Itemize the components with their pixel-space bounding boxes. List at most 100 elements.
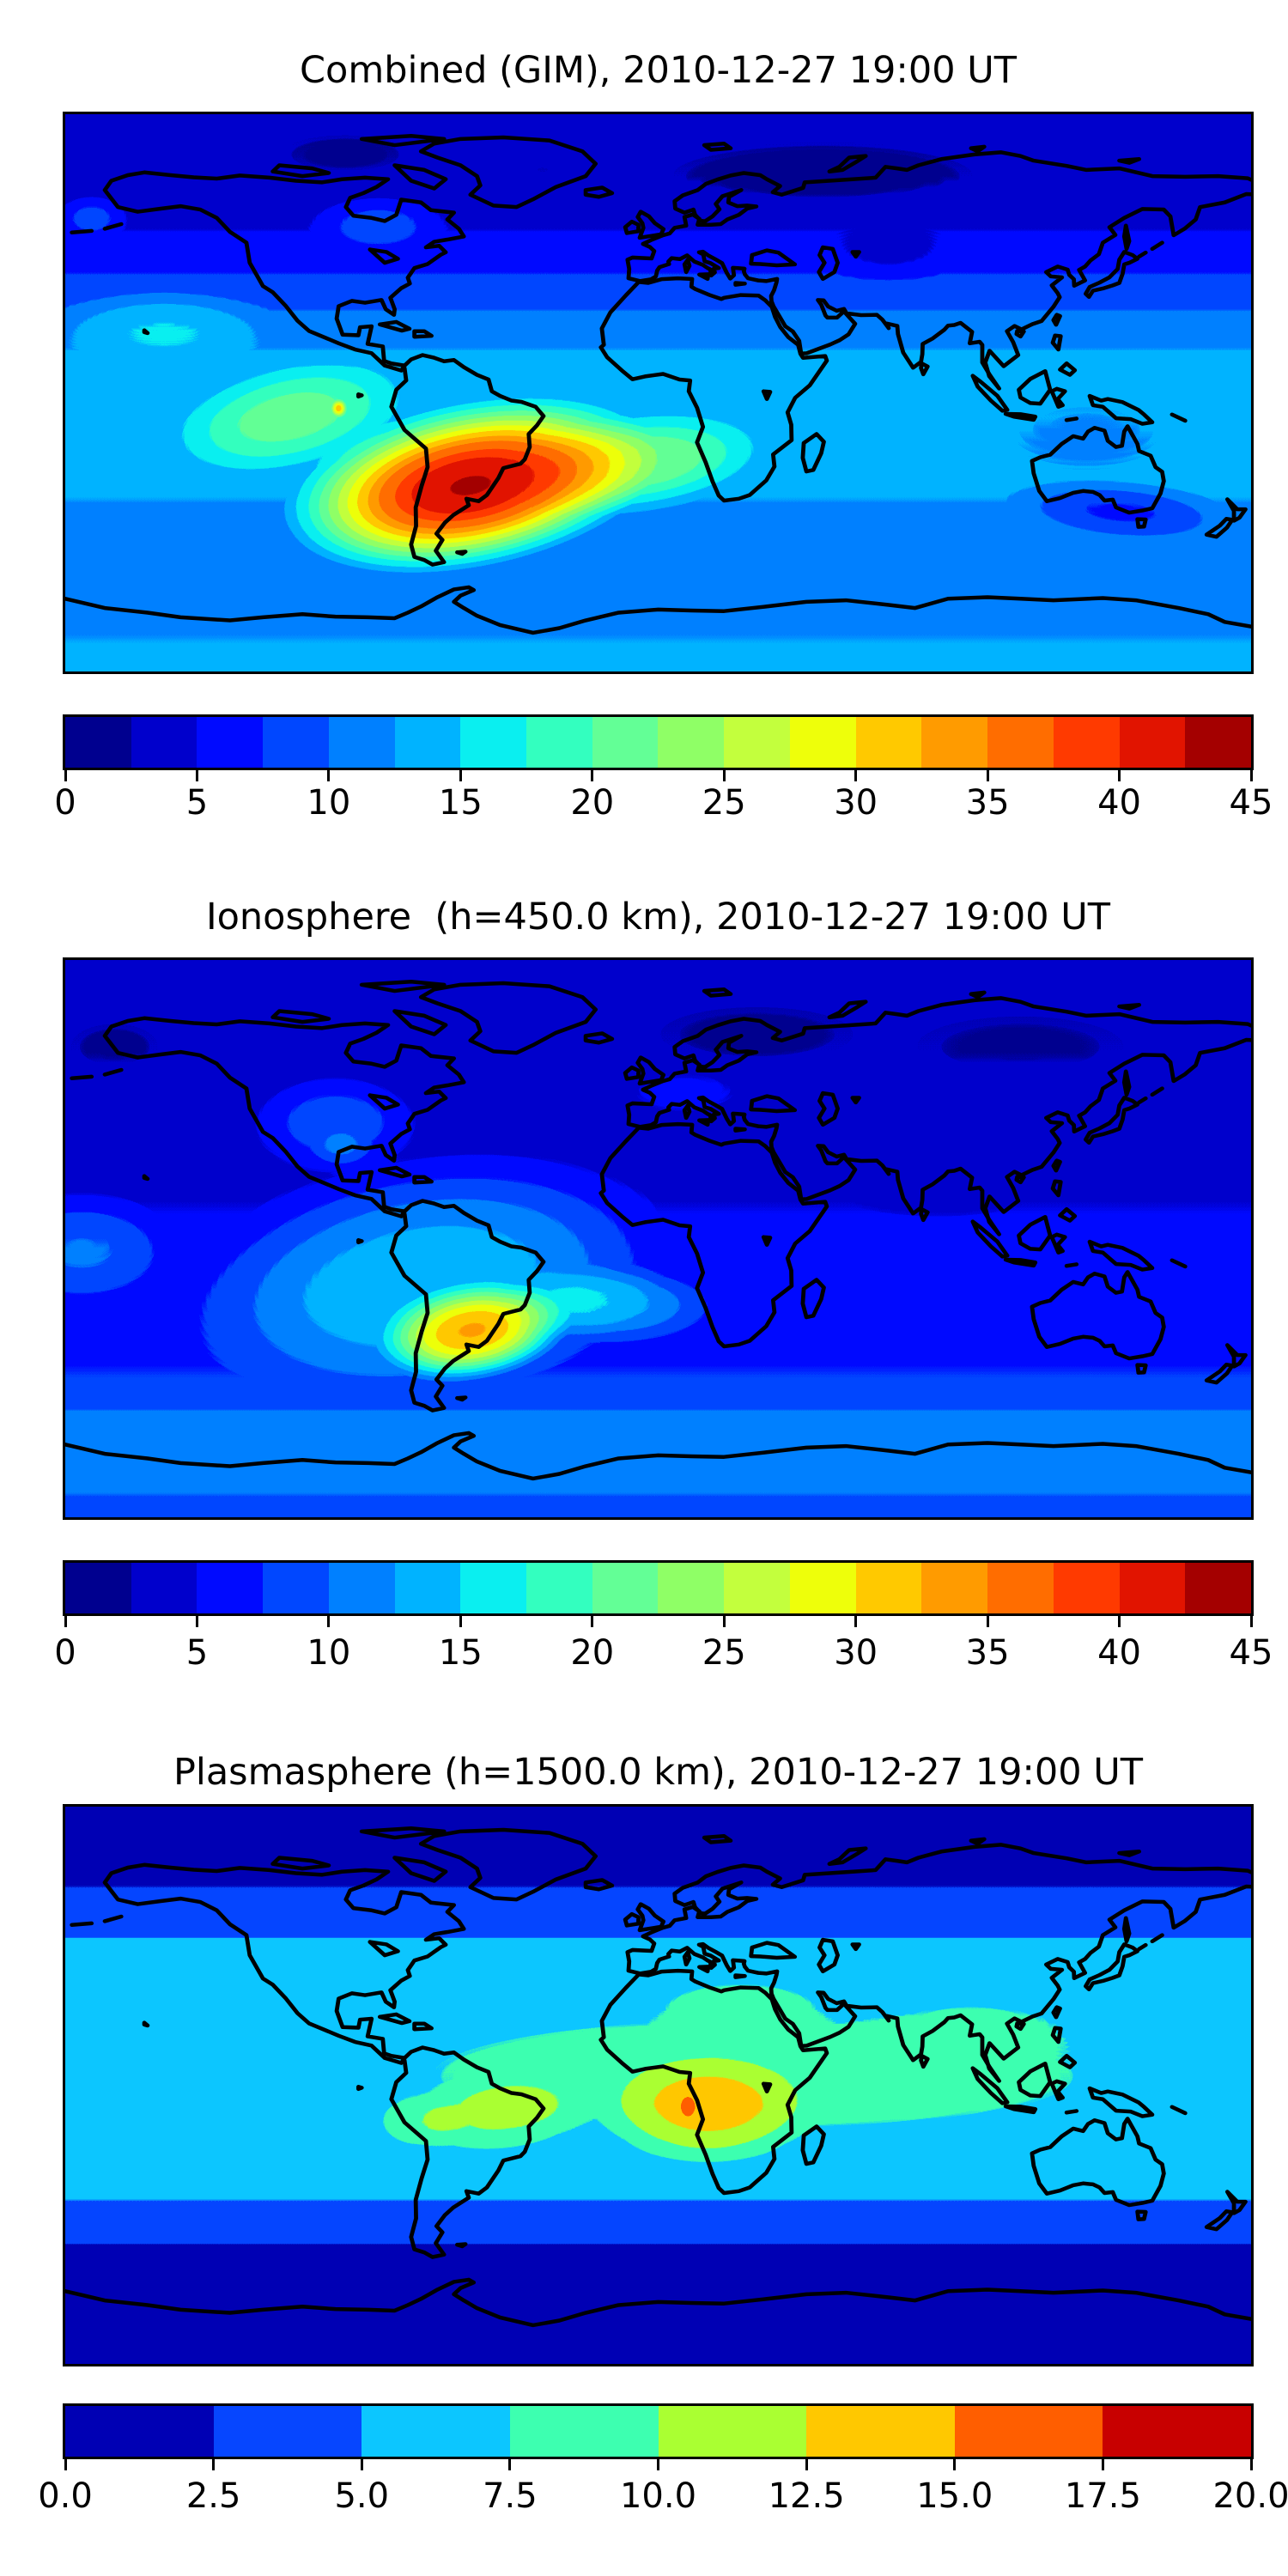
colorbar-tick-label: 15 [438, 783, 483, 823]
colorbar-tick [953, 2459, 957, 2470]
colorbar-band [65, 1563, 131, 1613]
colorbar-band [954, 2406, 1103, 2457]
colorbar-tick [591, 770, 594, 781]
colorbar-tick [212, 2459, 216, 2470]
colorbar-band [509, 2406, 659, 2457]
colorbar-tick [657, 2459, 659, 2470]
colorbar-band [328, 717, 395, 768]
colorbar-band [658, 2406, 807, 2457]
colorbar-band [131, 1563, 197, 1613]
colorbar-tick [508, 2459, 512, 2470]
colorbar-tick-label: 30 [834, 783, 878, 823]
colorbar-combined [63, 714, 1254, 770]
colorbar-tick-label: 12.5 [768, 2476, 845, 2516]
colorbar-tick-label: 35 [965, 1633, 1010, 1673]
colorbar-band [658, 717, 725, 768]
colorbar-band [987, 717, 1054, 768]
colorbar-tick [1118, 770, 1121, 781]
colorbar-band [789, 1563, 856, 1613]
colorbar-band [263, 717, 329, 768]
colorbar-band [361, 2406, 510, 2457]
panel-title-combined: Combined (GIM), 2010-12-27 19:00 UT [299, 49, 1017, 92]
colorbar-labels-ionosphere: 0 5 10 15 20 25 30 35 40 45 [54, 1633, 1273, 1673]
colorbar-plasmasphere [63, 2403, 1254, 2459]
colorbar-band [921, 1563, 988, 1613]
colorbar-band [1185, 1563, 1251, 1613]
colorbar-band [592, 1563, 659, 1613]
colorbar-tick-label: 10 [307, 783, 351, 823]
coastlines [65, 1826, 1251, 2328]
colorbar-band [1053, 717, 1120, 768]
colorbar-tick [327, 770, 331, 781]
colorbar-band [987, 1563, 1054, 1613]
colorbar-tick-label: 25 [702, 1633, 746, 1673]
colorbar-band [328, 1563, 395, 1613]
colorbar-tick [327, 1616, 331, 1627]
colorbar-band [921, 717, 988, 768]
colorbar-tick [986, 1616, 989, 1627]
colorbar-tick [805, 2459, 808, 2470]
colorbar-tick-label: 20 [570, 1633, 615, 1673]
coastlines [65, 133, 1251, 635]
colorbar-band [526, 1563, 592, 1613]
colorbar-tick [64, 770, 67, 781]
colorbar-band [789, 717, 856, 768]
colorbar-tick [64, 1616, 67, 1627]
colorbar-tick-label: 15.0 [916, 2476, 993, 2516]
colorbar-tick-label: 2.5 [185, 2476, 241, 2516]
colorbar-tick [854, 1616, 858, 1627]
colorbar-tick [1249, 1616, 1253, 1627]
colorbar-band [197, 1563, 264, 1613]
colorbar-tick-label: 35 [965, 783, 1010, 823]
panel-title-ionosphere: Ionosphere (h=450.0 km), 2010-12-27 19:0… [205, 896, 1111, 939]
colorbar-tick-label: 20.0 [1212, 2476, 1288, 2516]
colorbar-band [526, 717, 592, 768]
colorbar-band [131, 717, 197, 768]
colorbar-tick [459, 1616, 462, 1627]
colorbar-band [394, 717, 461, 768]
colorbar-band [197, 717, 264, 768]
colorbar-band [855, 1563, 922, 1613]
colorbar-band [65, 2406, 214, 2457]
colorbar-tick-label: 10 [307, 1633, 351, 1673]
colorbar-tick-label: 45 [1229, 783, 1273, 823]
colorbar-tick-label: 25 [702, 783, 746, 823]
colorbar-band [855, 717, 922, 768]
map-combined [63, 112, 1254, 674]
colorbar-tick-label: 20 [570, 783, 615, 823]
colorbar-tick [1101, 2459, 1104, 2470]
colorbar-band [1185, 717, 1251, 768]
panel-title-plasmasphere: Plasmasphere (h=1500.0 km), 2010-12-27 1… [173, 1751, 1144, 1794]
colorbar-band [806, 2406, 955, 2457]
colorbar-band [65, 717, 131, 768]
colorbar-tick [195, 1616, 198, 1627]
colorbar-tick [360, 2459, 363, 2470]
colorbar-ticks-combined [64, 770, 1253, 781]
colorbar-ticks-plasmasphere [64, 2459, 1253, 2470]
colorbar-tick-label: 15 [438, 1633, 483, 1673]
colorbar-tick-label: 40 [1097, 1633, 1141, 1673]
colorbar-tick-label: 30 [834, 1633, 878, 1673]
colorbar-tick-label: 5 [185, 783, 209, 823]
colorbar-band [460, 1563, 527, 1613]
colorbar-band [724, 717, 790, 768]
colorbar-tick-label: 7.5 [483, 2476, 538, 2516]
colorbar-labels-plasmasphere: 0.0 2.5 5.0 7.5 10.0 12.5 15.0 17.5 20.0 [38, 2476, 1288, 2516]
colorbar-tick-label: 17.5 [1064, 2476, 1141, 2516]
colorbar-tick [459, 770, 462, 781]
colorbar-band [460, 717, 527, 768]
colorbar-tick-label: 0 [54, 1633, 76, 1673]
colorbar-ticks-ionosphere [64, 1616, 1253, 1627]
colorbar-tick [986, 770, 989, 781]
colorbar-band [394, 1563, 461, 1613]
colorbar-tick [1118, 1616, 1121, 1627]
colorbar-tick [1249, 2459, 1253, 2470]
colorbar-labels-combined: 0 5 10 15 20 25 30 35 40 45 [54, 783, 1273, 823]
colorbar-tick-label: 5.0 [334, 2476, 390, 2516]
colorbar-ionosphere [63, 1560, 1254, 1616]
colorbar-tick [195, 770, 198, 781]
colorbar-band [658, 1563, 725, 1613]
colorbar-band [1119, 1563, 1186, 1613]
colorbar-tick-label: 5 [185, 1633, 209, 1673]
